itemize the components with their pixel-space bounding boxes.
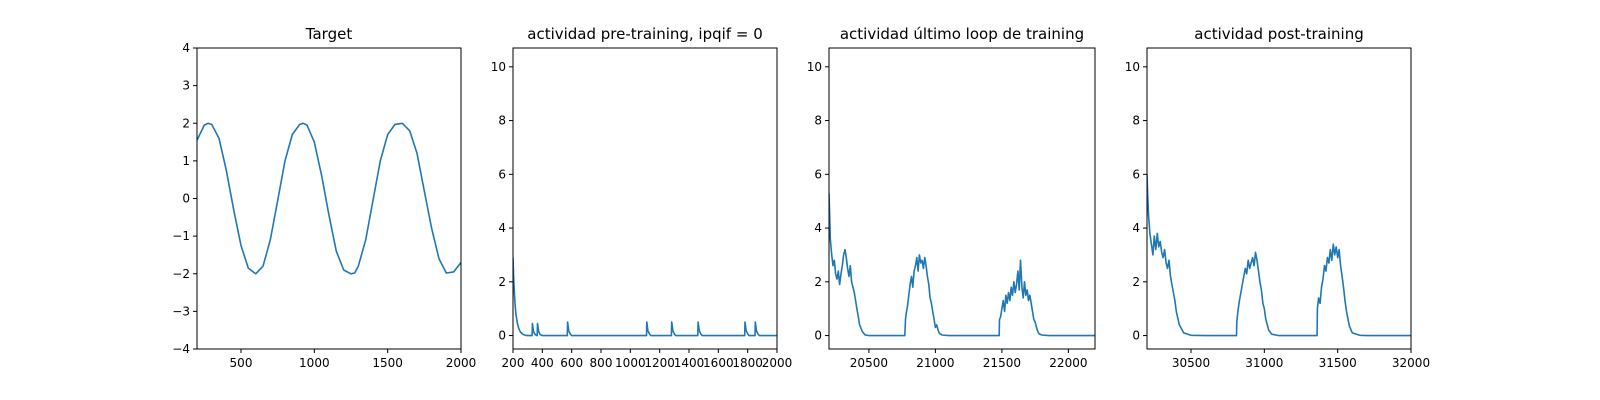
subplot-pre-training: actividad pre-training, ipqif = 0 200 400… xyxy=(491,25,793,370)
y-tick-label: 6 xyxy=(814,167,822,181)
x-tick-label: 1500 xyxy=(372,356,403,370)
x-tick-label: 1800 xyxy=(732,356,763,370)
y-tick-label: −4 xyxy=(172,342,190,356)
series-line xyxy=(829,193,1095,337)
y-tick-label: 0 xyxy=(1132,329,1140,343)
x-tick-label: 21500 xyxy=(983,356,1021,370)
y-tick-label: 0 xyxy=(814,329,822,343)
subplot-title: actividad último loop de training xyxy=(840,25,1084,43)
series-line xyxy=(1147,174,1411,337)
axes-frame xyxy=(512,47,778,350)
subplot-last-training-loop: actividad último loop de training 20500 2… xyxy=(807,25,1096,370)
y-tick-label: −3 xyxy=(172,304,190,318)
subplot-title: actividad post-training xyxy=(1194,25,1363,43)
x-tick-label: 20500 xyxy=(850,356,888,370)
x-tick-label: 21000 xyxy=(916,356,954,370)
series-line xyxy=(513,257,777,337)
x-tick-label: 500 xyxy=(230,356,253,370)
y-tick-label: 8 xyxy=(814,114,822,128)
x-tick-label: 31000 xyxy=(1245,356,1283,370)
subplot-target: Target 500 1000 1500 2000 −4 −3 −2 −1 0 1 2 3 4 xyxy=(172,25,476,370)
x-tick-label: 1200 xyxy=(644,356,675,370)
y-tick-label: 10 xyxy=(807,60,822,74)
y-tick-label: 2 xyxy=(814,275,822,289)
y-tick-label: 2 xyxy=(1132,275,1140,289)
x-tick-label: 1600 xyxy=(703,356,734,370)
subplot-title: actividad pre-training, ipqif = 0 xyxy=(527,25,763,43)
y-tick-label: 4 xyxy=(814,221,822,235)
x-tick-label: 2000 xyxy=(446,356,477,370)
y-tick-label: 8 xyxy=(1132,114,1140,128)
subplot-post-training: actividad post-training 30500 31000 31500 3… xyxy=(1125,25,1430,370)
y-tick-label: 2 xyxy=(498,275,506,289)
x-tick-label: 400 xyxy=(531,356,554,370)
x-tick-label: 600 xyxy=(560,356,583,370)
y-tick-label: 6 xyxy=(498,167,506,181)
x-tick-label: 200 xyxy=(502,356,525,370)
y-tick-label: 6 xyxy=(1132,167,1140,181)
y-tick-label: 8 xyxy=(498,114,506,128)
y-tick-label: 10 xyxy=(1125,60,1140,74)
y-tick-label: 1 xyxy=(182,154,190,168)
x-tick-label: 32000 xyxy=(1392,356,1430,370)
y-tick-label: 4 xyxy=(182,41,190,55)
x-tick-label: 1000 xyxy=(299,356,330,370)
axes-frame xyxy=(828,47,1096,350)
x-tick-label: 2000 xyxy=(762,356,793,370)
x-tick-label: 1400 xyxy=(674,356,705,370)
x-tick-label: 800 xyxy=(590,356,613,370)
y-tick-label: −1 xyxy=(172,229,190,243)
subplot-title: Target xyxy=(305,25,353,43)
y-tick-label: −2 xyxy=(172,267,190,281)
y-tick-label: 10 xyxy=(491,60,506,74)
x-tick-label: 31500 xyxy=(1319,356,1357,370)
y-tick-label: 3 xyxy=(182,79,190,93)
y-tick-label: 4 xyxy=(498,221,506,235)
y-tick-label: 0 xyxy=(182,192,190,206)
x-tick-label: 1000 xyxy=(615,356,646,370)
x-tick-label: 22000 xyxy=(1049,356,1087,370)
y-tick-label: 4 xyxy=(1132,221,1140,235)
series-line xyxy=(197,122,461,275)
y-tick-label: 0 xyxy=(498,329,506,343)
y-tick-label: 2 xyxy=(182,116,190,130)
axes-frame xyxy=(1146,47,1412,350)
x-tick-label: 30500 xyxy=(1172,356,1210,370)
